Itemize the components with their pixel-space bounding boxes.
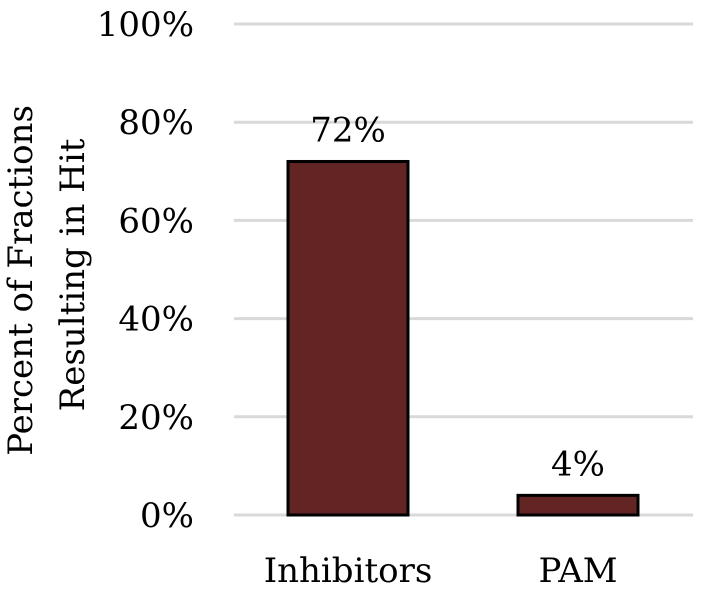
x-axis-categories: Inhibitors PAM [264,551,618,591]
y-tick-label: 60% [118,201,194,241]
bar-pam [516,493,640,517]
y-tick-label: 0% [140,496,194,536]
data-label: 72% [310,110,386,150]
bar-inhibitors [286,159,410,517]
data-labels: 72% 4% [310,110,605,484]
y-tick-label: 100% [97,5,194,45]
data-label: 4% [551,444,605,484]
y-axis-label: Percent of Fractions Resulting in Hit [1,94,93,455]
bars [286,159,640,517]
y-tick-label: 20% [118,398,194,438]
y-axis-label-line-2: Resulting in Hit [53,138,93,411]
y-tick-label: 40% [118,300,194,340]
y-tick-label: 80% [118,103,194,143]
x-category-label: Inhibitors [264,551,433,591]
y-axis-label-line-1: Percent of Fractions [1,105,41,456]
y-axis-ticks: 0% 20% 40% 60% 80% 100% [97,5,194,536]
x-category-label: PAM [538,551,617,591]
